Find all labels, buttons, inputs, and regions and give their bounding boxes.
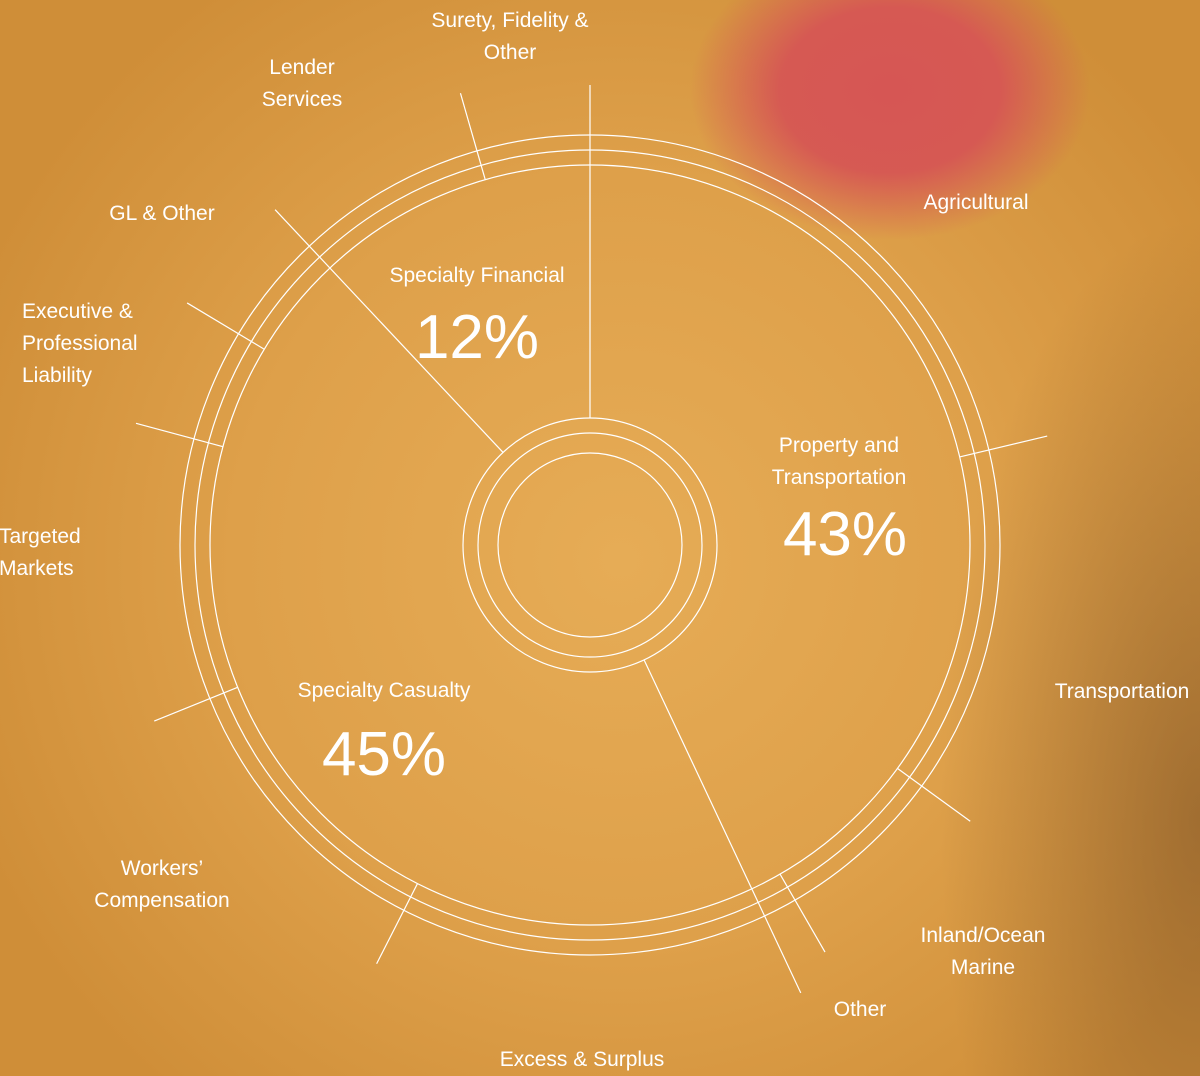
value-label: 45% [321, 720, 447, 789]
segment-label: Inland/Ocean Marine [920, 924, 1046, 979]
segment-tick [779, 873, 826, 953]
category-label: Specialty Financial [389, 264, 565, 287]
value-label: 43% [782, 500, 908, 569]
segment-label: GL & Other [109, 202, 215, 225]
segment-tick [135, 422, 224, 448]
category-label: Specialty Casualty [297, 679, 471, 702]
value-label: 12% [414, 303, 540, 372]
segment-label: Workers’ Compensation [94, 857, 230, 912]
segment-label: Surety, Fidelity & Other [431, 9, 589, 64]
segment-tick [153, 686, 238, 722]
segment-tick [959, 435, 1048, 458]
segment-tick [376, 883, 419, 965]
segment-label: Targeted Markets [0, 525, 81, 580]
category-label: Property and Transportation [771, 434, 907, 489]
segment-tick [459, 93, 486, 180]
slice-divider [274, 209, 504, 453]
segment-tick [186, 302, 265, 350]
segment-label: Excess & Surplus [499, 1048, 665, 1071]
segment-label: Transportation [1054, 680, 1190, 703]
segment-label: Other [833, 998, 887, 1021]
segment-label: Lender Services [261, 56, 343, 111]
ring [497, 452, 683, 638]
ring [462, 417, 718, 673]
segment-tick [897, 767, 971, 822]
slice-divider [643, 659, 802, 994]
segment-label: Agricultural [923, 191, 1029, 214]
ring [477, 432, 703, 658]
segment-label: Executive & Professional Liability [22, 300, 138, 387]
